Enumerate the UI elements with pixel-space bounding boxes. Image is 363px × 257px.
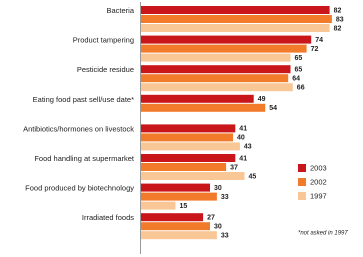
bar [141,142,240,151]
bar [141,163,227,171]
value-label: 41 [239,126,247,133]
bar [141,154,236,162]
value-label: 40 [237,135,245,142]
value-label: 45 [249,173,257,180]
value-label: 30 [214,185,222,192]
bar [141,192,217,201]
value-label: 82 [334,25,342,32]
bar [141,15,332,23]
bar [141,103,266,112]
value-label: 83 [336,16,344,23]
bar [141,183,210,192]
value-label: 33 [221,194,229,201]
bar [141,222,210,231]
category-label: Antibiotics/hormones on livestock [23,124,134,133]
bar [141,35,312,44]
bar [141,83,293,92]
bar [141,74,289,83]
category-label: Food produced by biotechnology [25,184,134,193]
category-label: Pesticide residue [77,65,134,74]
bar [141,6,330,14]
legend-swatch [298,192,306,200]
value-label: 30 [214,224,222,231]
category-label: Food handling at supermarket [34,154,135,163]
bar [141,44,307,53]
legend-label: 2003 [310,163,327,172]
bar [141,124,236,133]
legend-label: 2002 [310,177,327,186]
bar [141,201,176,210]
bar [141,65,291,74]
value-label: 54 [269,105,277,112]
value-label: 27 [207,215,215,222]
value-label: 66 [297,85,305,92]
category-label: Eating food past sell/use date* [33,95,134,104]
value-label: 74 [315,37,323,44]
bar [141,213,204,222]
bar [141,172,245,180]
bar [141,53,291,62]
value-label: 65 [295,55,303,62]
value-label: 41 [239,155,247,162]
category-label: Product tampering [73,36,134,45]
category-label: Irradiated foods [82,213,134,222]
value-label: 33 [221,233,229,240]
bar [141,231,217,240]
value-label: 82 [334,7,342,14]
value-label: 72 [311,46,319,53]
legend-swatch [298,178,306,186]
value-label: 64 [292,76,300,83]
legend-label: 1997 [310,191,327,200]
value-label: 37 [230,164,238,171]
value-label: 43 [244,144,252,151]
bar [141,94,254,103]
annotation: *not asked in 1997 [298,231,348,237]
value-label: 65 [295,67,303,74]
bar [141,24,330,32]
bar [141,133,233,142]
legend-swatch [298,164,306,172]
category-label: Bacteria [106,6,134,15]
value-label: 15 [180,203,188,210]
value-label: 49 [258,96,266,103]
